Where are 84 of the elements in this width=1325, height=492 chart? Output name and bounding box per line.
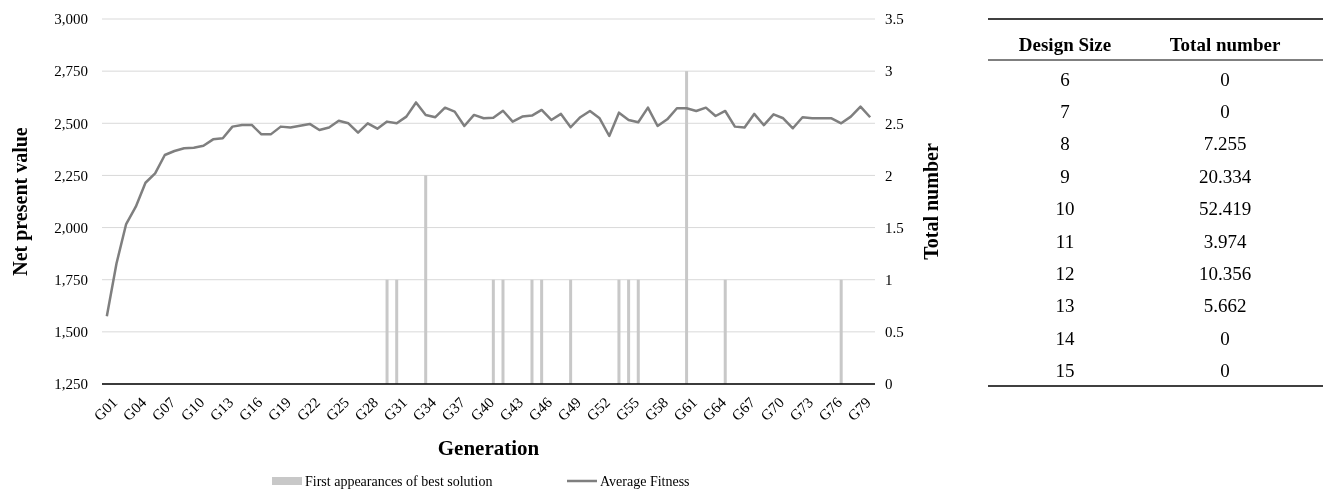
legend-label: First appearances of best solution [305, 473, 493, 489]
y-tick-label: 12 [1055, 263, 1075, 285]
y2-tick-label: 3 [885, 63, 893, 80]
x-tick-label: G37 [438, 393, 469, 424]
x-tick-label: G73 [786, 394, 817, 424]
bar [617, 279, 621, 384]
y-tick-label: 6 [1060, 68, 1070, 90]
bar [569, 279, 573, 384]
y-tick-label: 8 [1060, 133, 1070, 155]
x-tick-label: G67 [728, 393, 759, 424]
y-tick-label: 15 [1055, 360, 1075, 382]
y-tick-label: 14 [1055, 327, 1075, 349]
y-tick-label: 1,500 [54, 324, 88, 341]
x-tick-label: G61 [670, 394, 701, 424]
y2-tick-label: 2.5 [885, 115, 904, 132]
x-tick-label: G10 [177, 394, 208, 424]
y2-axis-title: Total number [920, 143, 942, 260]
y-tick-label: 1,250 [54, 376, 88, 393]
line-series [105, 101, 872, 318]
data-label: 10.356 [1198, 263, 1252, 285]
data-label: 5.662 [1203, 295, 1247, 317]
x-tick-label: G70 [757, 394, 788, 424]
y-tick-label: 10 [1055, 198, 1075, 220]
y-tick-label: 2,500 [54, 115, 88, 132]
x-tick-label: G25 [322, 394, 353, 424]
x-tick-label: G16 [235, 393, 266, 424]
y-tick-label: 2,000 [54, 219, 88, 236]
x-tick-label: G04 [119, 393, 150, 424]
y-tick-label: 7 [1060, 101, 1070, 123]
x-tick-label: G58 [641, 394, 672, 424]
y-tick-label: 2,750 [54, 63, 88, 80]
y2-tick-label: 1 [885, 271, 893, 288]
x-tick-label: G46 [525, 393, 556, 424]
x-tick-label: G13 [206, 394, 237, 424]
data-label: 0 [1220, 68, 1230, 90]
bar [385, 279, 389, 384]
x-tick-label: G64 [699, 393, 730, 424]
y2-tick-label: 0 [885, 376, 893, 393]
bar [636, 279, 640, 384]
bar [501, 279, 505, 384]
y2-tick-label: 0.5 [885, 324, 904, 341]
x-tick-label: G52 [583, 394, 614, 424]
x-tick-label: G40 [467, 394, 498, 424]
bar [685, 71, 689, 384]
y-axis-title: Net present value [9, 127, 32, 276]
y2-tick-label: 3.5 [885, 11, 904, 28]
y-tick-label: 1,750 [54, 271, 88, 288]
x-axis-title: Generation [437, 436, 540, 460]
x-tick-label: G79 [844, 394, 875, 424]
bar [627, 279, 631, 384]
x-tick-label: G34 [409, 393, 440, 424]
bar [395, 279, 399, 384]
y-tick-label: 3,000 [54, 11, 88, 28]
x-tick-label: G76 [815, 393, 846, 424]
y-tick-label: 9 [1060, 165, 1070, 187]
bar [839, 279, 843, 384]
y2-tick-label: 2 [885, 167, 893, 184]
x-tick-label: G07 [148, 393, 179, 424]
bar [530, 279, 534, 384]
y-tick-label: 13 [1055, 295, 1075, 317]
data-label: 0 [1220, 360, 1230, 382]
y-axis-title: Design Size [1018, 33, 1112, 55]
bar [723, 279, 727, 384]
y-tick-label: 2,250 [54, 167, 88, 184]
bar [491, 279, 495, 384]
x-tick-label: G01 [90, 394, 121, 424]
x-tick-label: G55 [612, 394, 643, 424]
data-label: 3.974 [1203, 230, 1247, 252]
data-label: 20.334 [1198, 165, 1252, 187]
data-label: 7.255 [1203, 133, 1247, 155]
x-tick-label: G22 [293, 394, 324, 424]
data-label: 52.419 [1198, 198, 1252, 220]
x-tick-label: G31 [380, 394, 411, 424]
y2-tick-label: 1.5 [885, 219, 904, 236]
x-tick-label: G49 [554, 394, 585, 424]
bar [424, 175, 428, 384]
x-tick-label: G28 [351, 394, 382, 424]
y-tick-label: 11 [1055, 230, 1075, 252]
x-tick-label: G43 [496, 394, 527, 424]
bar [540, 279, 544, 384]
x-tick-label: G19 [264, 394, 295, 424]
legend-label: Average Fitness [600, 473, 690, 489]
data-label: 0 [1220, 327, 1230, 349]
data-label: 0 [1220, 101, 1230, 123]
